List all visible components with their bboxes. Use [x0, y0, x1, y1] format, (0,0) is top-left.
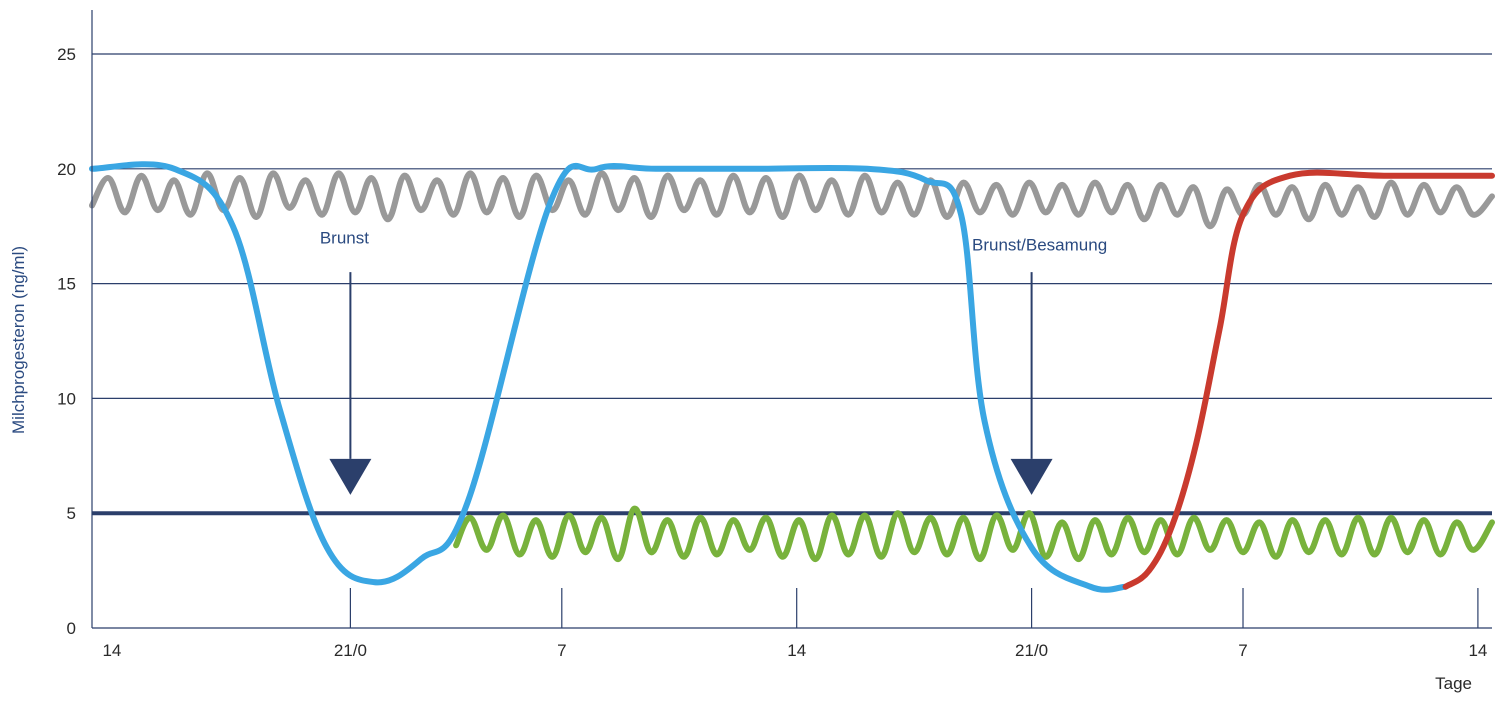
annotation-group: Brunst Brunst/Besamung	[320, 229, 1107, 495]
annotation-label: Brunst	[320, 229, 369, 248]
x-tick-label: 7	[1238, 641, 1247, 660]
series-line-gray	[89, 170, 1495, 230]
annotation-arrow-head	[1010, 458, 1053, 495]
annotation-arrow-head	[329, 458, 372, 495]
x-tick-label: 14	[1468, 641, 1487, 660]
y-tick-label: 20	[57, 160, 76, 179]
axes: 0 5 10 15 20 25 14 21/0 7 14 21/0 7 14	[57, 10, 1492, 660]
series-line-green	[453, 505, 1495, 563]
x-tick-label: 14	[102, 641, 121, 660]
y-axis-title: Milchprogesteron (ng/ml)	[9, 246, 28, 434]
x-tick-label: 14	[787, 641, 806, 660]
y-tick-label: 15	[57, 275, 76, 294]
y-tick-label: 25	[57, 45, 76, 64]
series-line-red	[1122, 169, 1495, 590]
y-tick-label: 0	[67, 619, 76, 638]
grid-lines	[92, 53, 1492, 399]
series-line-blue	[89, 161, 1129, 593]
y-tick-label: 10	[57, 389, 76, 408]
x-tick-label: 21/0	[1015, 641, 1048, 660]
series-group	[89, 161, 1495, 593]
x-tick-label: 21/0	[334, 641, 367, 660]
annotation-label: Brunst/Besamung	[972, 236, 1107, 255]
y-tick-label: 5	[67, 504, 76, 523]
x-axis-title: Tage	[1435, 674, 1472, 693]
x-tick-label: 7	[557, 641, 566, 660]
